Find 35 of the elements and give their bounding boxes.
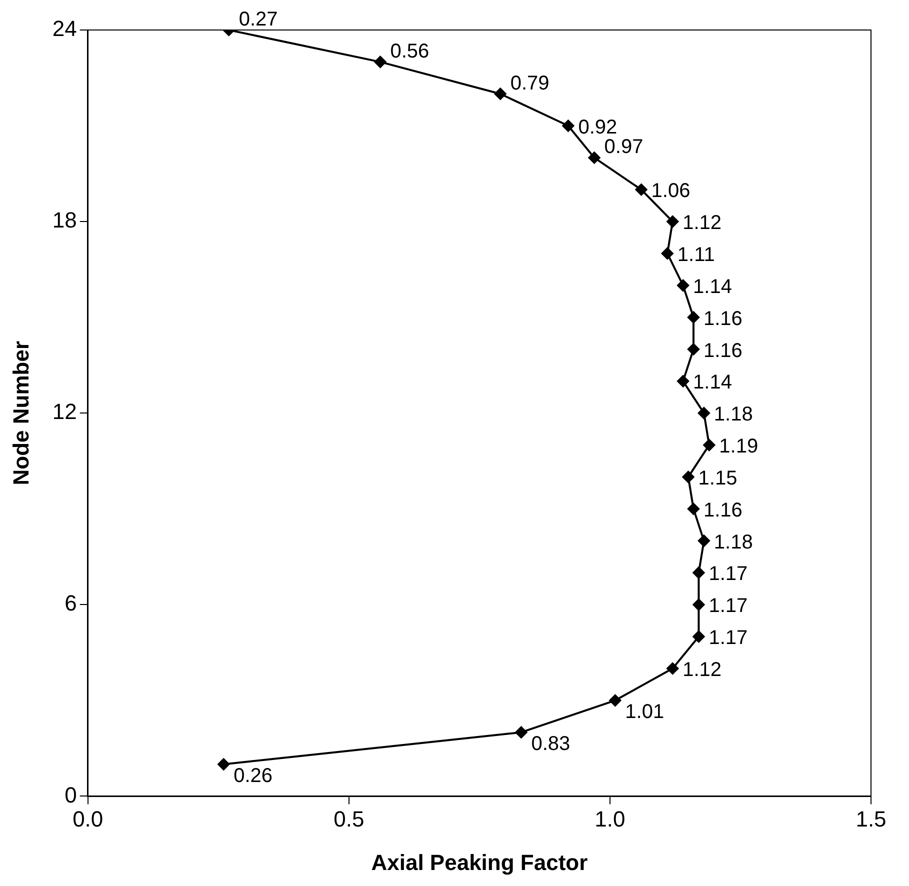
data-label: 1.17 [708,563,748,586]
data-label: 0.97 [604,136,644,158]
x-tick-label: 0.0 [72,806,104,832]
y-axis-title: Node Number [8,340,34,486]
y-tick-label: 12 [52,399,77,424]
data-label: 1.17 [708,595,748,618]
data-label: 1.12 [682,659,722,682]
y-tick-label: 6 [64,590,77,616]
data-label: 0.79 [510,72,550,94]
data-label: 1.18 [714,404,753,426]
x-tick-label: 1.5 [856,806,886,832]
data-label: 1.01 [625,700,664,723]
data-label: 0.83 [531,732,570,755]
y-tick-label: 24 [52,16,77,42]
y-tick-label: 18 [52,208,77,233]
data-label: 1.15 [698,467,738,490]
data-label: 0.92 [578,116,618,138]
x-tick-label: 0.5 [334,806,364,832]
x-axis-title: Axial Peaking Factor [371,850,588,875]
data-label: 0.56 [390,40,430,62]
data-label: 1.16 [703,340,742,362]
data-label: 0.26 [234,764,273,787]
x-tick-label: 1.0 [594,806,626,832]
data-label: 0.27 [238,8,278,31]
data-label: 1.06 [651,180,690,202]
data-label: 1.19 [719,436,758,458]
data-label: 1.12 [682,212,722,234]
y-tick-label: 0 [64,782,77,808]
data-label: 1.11 [677,244,715,266]
data-label: 1.16 [703,499,742,522]
data-label: 1.18 [714,531,753,554]
data-label: 1.14 [693,372,732,394]
data-label: 1.16 [703,308,742,330]
data-label: 1.14 [693,276,732,298]
data-label: 1.17 [708,627,748,650]
